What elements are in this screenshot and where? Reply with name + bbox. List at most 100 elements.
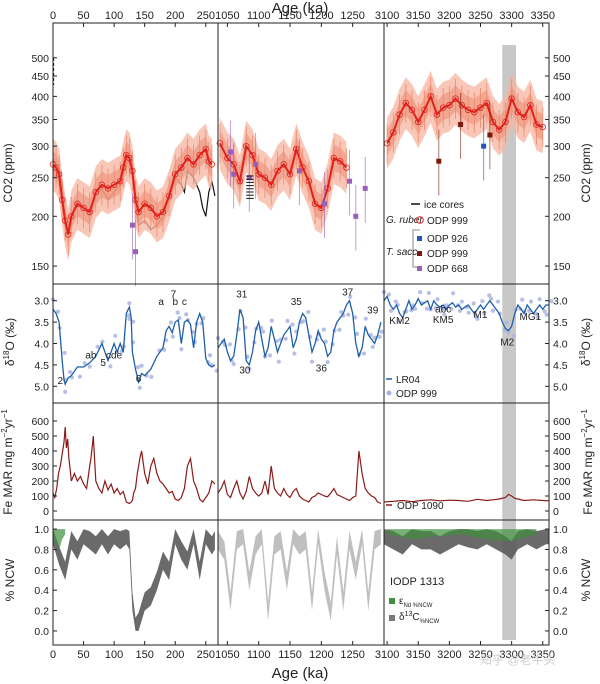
ncw-ylabel-left: % NCW xyxy=(3,558,17,601)
co2-left-y-tick-label: 200 xyxy=(31,211,49,223)
top-x-tick-label: 200 xyxy=(166,10,184,22)
odp999-d18o-point xyxy=(177,315,182,321)
g-ruber-point xyxy=(110,181,118,188)
g-ruber-point xyxy=(274,167,281,175)
fe-left-y-tick-label: 600 xyxy=(31,416,49,428)
co2-left-y-tick-label: 150 xyxy=(31,261,49,273)
marine-isotope-stage-label: 36 xyxy=(316,363,328,374)
g-ruber-point xyxy=(495,126,503,133)
marine-isotope-stage-label: 35 xyxy=(291,297,303,308)
top-x-tick-label: 3100 xyxy=(375,10,399,22)
marine-isotope-stage-label: 6 xyxy=(136,374,142,385)
odp999-d18o-point xyxy=(466,310,471,315)
ncw-left-y-tick-label: 0.0 xyxy=(34,626,49,638)
t-sacc-point xyxy=(253,161,259,167)
fe-left-y-tick-label: 200 xyxy=(31,476,49,488)
odp999-d18o-point xyxy=(227,342,233,347)
top-x-tick-label: 3150 xyxy=(406,10,430,22)
odp999-d18o-point xyxy=(386,292,392,297)
odp926-legend-marker xyxy=(417,236,422,241)
top-x-tick-label: 3300 xyxy=(499,10,523,22)
odp999-d18o-point xyxy=(361,351,367,356)
co2-right-y-tick-label: 400 xyxy=(553,91,571,103)
odp999-d18o-point xyxy=(139,363,144,368)
marine-isotope-stage-label: M2 xyxy=(500,338,514,349)
bottom-x-tick-label: 3300 xyxy=(499,649,523,661)
ncw-right-y-tick-label: 0.8 xyxy=(553,544,568,556)
d13c-ncw-legend-swatch xyxy=(389,615,395,621)
top-x-tick-label: 50 xyxy=(77,10,89,22)
odp999-d18o-point xyxy=(137,385,142,390)
odp999-d18o-point xyxy=(444,303,449,308)
marine-isotope-stage-label: ab xyxy=(85,350,97,361)
g-ruber-point xyxy=(415,118,422,126)
g-ruber-point xyxy=(153,213,161,220)
bottom-x-tick-label: 1200 xyxy=(309,649,333,661)
bottom-x-tick-label: 250 xyxy=(197,649,215,661)
ncw-right-y-tick-label: 0.0 xyxy=(553,626,568,638)
t-sacc-point xyxy=(228,149,234,155)
t-sacc-point xyxy=(231,171,237,177)
co2-mean-line xyxy=(219,142,348,210)
odp999-d18o-point xyxy=(207,353,213,358)
g-ruber-point xyxy=(190,161,197,168)
g-ruber-point xyxy=(458,102,466,109)
odp999-d18o-point xyxy=(113,333,118,338)
co2-right-y-tick-label: 300 xyxy=(553,141,571,153)
odp999-d18o-point xyxy=(537,297,542,302)
g-ruber-point xyxy=(408,106,416,114)
marine-isotope-stage-label: 30 xyxy=(239,365,251,376)
odp999-d18o-point xyxy=(370,344,375,350)
odp999-d18o-point xyxy=(321,327,326,332)
t-sacc-point xyxy=(362,185,368,191)
g-ruber-point xyxy=(539,123,546,131)
bottom-axis-title: Age (ka) xyxy=(272,665,329,682)
d18o-ylabel-left: δ18O (‰) xyxy=(2,318,17,366)
lr04-line xyxy=(383,295,549,332)
d18o-left-y-tick-label: 4.0 xyxy=(34,339,49,351)
ncw-left-y-tick-label: 1.0 xyxy=(34,524,49,536)
odp999-d18o-point xyxy=(475,316,480,321)
fe-left-y-tick-label: 0 xyxy=(43,506,49,518)
odp999-d18o-point xyxy=(544,312,549,317)
top-x-tick-label: 3200 xyxy=(437,10,461,22)
t-sacc-point xyxy=(321,201,327,207)
marine-isotope-stage-label: c xyxy=(182,297,187,308)
g-ruber-point xyxy=(514,109,522,116)
marine-isotope-stage-label: 7 xyxy=(171,290,177,301)
co2-left-y-tick-label: 450 xyxy=(31,71,49,83)
odp999-d18o-point xyxy=(528,299,534,304)
fe-left-y-tick-label: 100 xyxy=(31,491,49,503)
m2-highlight-band xyxy=(502,45,516,640)
odp999-d18o-point xyxy=(290,322,295,327)
d18o-left-y-tick-label: 3.5 xyxy=(34,317,49,329)
t-sacc-point xyxy=(353,213,359,219)
bottom-x-tick-label: 50 xyxy=(77,649,89,661)
odp999-d18o-point xyxy=(388,308,393,313)
co2-uncertainty-band-inner xyxy=(387,83,543,156)
fe-mar-line xyxy=(383,493,550,503)
ncw-legend: IODP 1313 εNd %NCW δ13C%NCW xyxy=(389,576,444,625)
g-ruber-point xyxy=(80,204,87,212)
fe-ylabel-left: Fe MAR mg m−2yr−1 xyxy=(0,409,15,515)
marine-isotope-stage-label: 37 xyxy=(342,288,354,299)
odp999-d18o-point xyxy=(426,290,431,296)
bottom-x-tick-label: 150 xyxy=(135,649,153,661)
co2-mean-line xyxy=(52,147,213,235)
odp999-d18o-point xyxy=(55,309,60,314)
ncw-right-y-tick-label: 0.4 xyxy=(553,585,568,597)
odp999-d18o-point xyxy=(261,329,266,334)
top-axis-title: Age (ka) xyxy=(272,0,329,17)
odp999-d18o-point xyxy=(348,294,353,299)
odp999-d18o-point xyxy=(175,310,180,315)
odp999-d18o-point xyxy=(276,359,281,364)
co2-ylabel-left: CO2 (ppm) xyxy=(1,143,15,202)
top-x-tick-label: 250 xyxy=(197,10,215,22)
fe-right-y-tick-label: 0 xyxy=(553,506,559,518)
odp999-d18o-point xyxy=(184,312,189,317)
g-ruber-point xyxy=(196,151,203,159)
t-sacc-point xyxy=(296,168,302,174)
co2-left-y-tick-label: 400 xyxy=(31,91,49,103)
t-sacc-point xyxy=(347,178,353,184)
